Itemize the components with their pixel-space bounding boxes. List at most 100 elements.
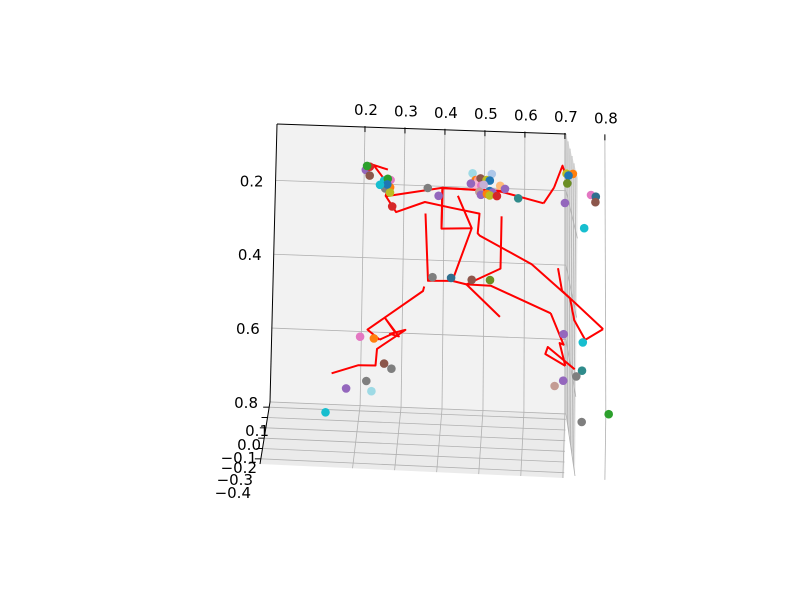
joint-point <box>500 184 510 194</box>
y-grid-line <box>271 327 567 340</box>
z-side-grid-line <box>568 148 571 435</box>
joint-point <box>467 275 477 285</box>
y-axis-ticks: 0.2 0.4 0.6 0.8 <box>234 172 263 412</box>
joint-point <box>375 180 385 190</box>
x-floor-grid-line <box>562 413 566 478</box>
y-tick-label: 0.8 <box>234 394 258 412</box>
z-axis-ticks: 0.10.0−0.1−0.2−0.3−0.4 <box>215 406 270 502</box>
skeleton-bone <box>384 195 604 341</box>
joint-point <box>492 191 502 201</box>
joint-point <box>572 372 581 381</box>
joint-point <box>513 194 523 203</box>
joint-point <box>383 180 392 189</box>
joint-point <box>577 366 587 376</box>
z-tick-label: −0.2 <box>221 459 257 477</box>
x-floor-grid-line <box>520 412 525 477</box>
y-tick-label: 0.4 <box>238 246 262 264</box>
x-floor-grid-line <box>436 408 443 473</box>
x-tick-label: 0.7 <box>554 108 578 126</box>
z-axis-line <box>259 401 271 465</box>
skeleton-bone <box>465 283 501 318</box>
joint-point <box>369 334 379 343</box>
y-grid-line <box>275 179 567 192</box>
x-grid-line <box>604 135 607 416</box>
skeleton-bone <box>424 213 473 282</box>
z-side-grid-line <box>567 141 569 425</box>
y-axis-line <box>269 123 278 403</box>
joint-point <box>558 376 568 386</box>
axis-lines <box>259 123 567 465</box>
joint-point <box>321 408 330 417</box>
x-grid-line <box>441 129 446 409</box>
joint-point <box>485 191 495 200</box>
x-floor-grid-line <box>478 410 484 475</box>
y-grid-line <box>269 401 567 415</box>
x-tick-label: 0.2 <box>354 101 378 119</box>
z-tick-label: −0.3 <box>217 471 253 489</box>
joint-point <box>379 359 389 368</box>
joint-point <box>487 169 497 179</box>
x-floor-grid-line <box>352 405 361 469</box>
skeleton-bone <box>549 312 567 367</box>
x-grid-line <box>523 132 526 413</box>
z-floor-grid-line <box>262 448 565 463</box>
joint-point <box>362 161 372 171</box>
x-tick-label: 0.3 <box>394 102 418 120</box>
z-tick-label: 0.0 <box>237 436 261 454</box>
joint-point <box>468 169 477 178</box>
joint-point <box>485 275 495 285</box>
z-floor-grid-line <box>260 458 565 474</box>
x-floor-grid-line <box>604 415 607 480</box>
joint-point <box>560 198 570 208</box>
skeleton-bone <box>466 283 552 315</box>
joint-point <box>428 272 437 282</box>
joint-point <box>466 179 476 188</box>
x-tick-label: 0.5 <box>474 105 498 123</box>
z-tick-label: −0.1 <box>221 449 257 467</box>
joint-point <box>362 376 371 386</box>
joint-point <box>385 188 395 197</box>
skeleton-bone <box>544 346 576 371</box>
y-tick-label: 0.6 <box>236 320 260 338</box>
x-axis-ticks: 0.2 0.3 0.4 0.5 0.6 0.7 0.8 <box>354 101 618 141</box>
skeleton-bone <box>331 316 407 375</box>
z-tick-label: 0.1 <box>245 422 269 440</box>
x-axis-line <box>276 123 567 135</box>
z-floor-grid-line <box>265 427 566 442</box>
joint-point <box>559 329 568 339</box>
y-tick-label: 0.2 <box>240 172 264 190</box>
joint-point <box>485 176 495 185</box>
joint-point <box>434 191 443 201</box>
joint-point <box>446 273 456 283</box>
back-pane <box>270 124 566 414</box>
joint-point <box>591 197 600 207</box>
joint-point <box>578 338 588 347</box>
skeleton-bone <box>452 216 503 286</box>
joint-point <box>563 179 572 188</box>
x-grid-line <box>400 128 406 408</box>
joint-point <box>577 417 586 427</box>
joint-point <box>579 223 589 233</box>
joint-point <box>387 202 397 211</box>
z-floor-grid-line <box>264 437 565 452</box>
joint-points <box>321 161 613 427</box>
skeleton-bone <box>557 268 604 330</box>
y-grid-line <box>273 253 567 266</box>
joint-point <box>387 364 396 374</box>
z-floor-grid-line <box>267 417 566 431</box>
back-pane-face <box>270 124 566 414</box>
joint-point <box>479 180 489 190</box>
joint-point <box>367 386 376 396</box>
x-tick-label: 0.8 <box>594 109 618 127</box>
z-floor-grid-line <box>269 406 566 420</box>
x-floor-grid-line <box>394 407 402 471</box>
joint-point <box>550 381 559 391</box>
joint-point <box>355 332 365 342</box>
x-tick-label: 0.4 <box>434 104 458 122</box>
joint-point <box>604 409 613 419</box>
x-tick-label: 0.6 <box>514 107 538 125</box>
z-tick-label: −0.4 <box>215 484 251 502</box>
joint-point <box>365 171 375 180</box>
joint-point <box>341 384 351 393</box>
